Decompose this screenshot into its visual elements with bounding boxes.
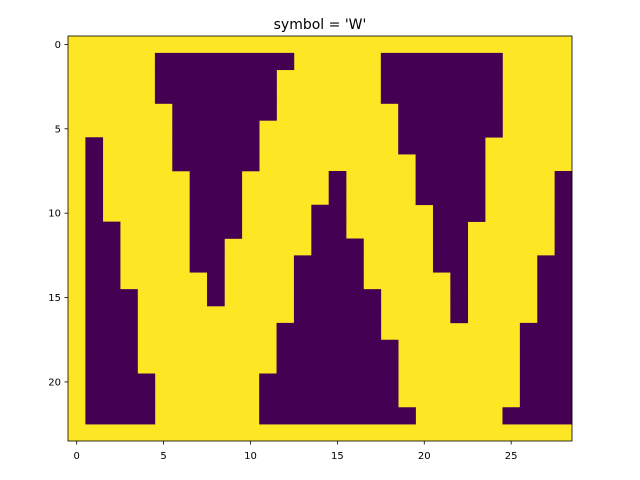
heatmap-cell-run [207,289,225,307]
heatmap-cell-run [85,137,104,155]
y-tick-label: 10 [48,209,61,220]
heatmap-cell-run [537,255,573,273]
heatmap-cell-run [554,204,573,222]
heatmap-cell-run [328,187,347,206]
heatmap-cell-run [85,373,156,391]
heatmap-cell-run [189,255,225,273]
heatmap-cell-run [259,373,399,391]
heatmap-cell-run [293,289,382,307]
heatmap-cell-run [85,339,138,357]
heatmap-cell-run [537,272,573,290]
chart-title: symbol = 'W' [274,17,367,33]
heatmap-cell-run [398,137,486,155]
heatmap-cell-run [85,171,104,189]
heatmap-cell-run [172,137,260,155]
heatmap-cell-run [554,171,573,189]
heatmap-cell-run [415,171,486,189]
heatmap-cell-run [85,356,138,374]
heatmap-cell-run [519,339,573,357]
heatmap-cell-run [85,204,104,222]
heatmap-cell-run [311,238,364,256]
heatmap-cell-run [85,255,121,273]
heatmap-cell-run [519,373,573,391]
heatmap-cell-run [398,103,503,121]
heatmap-cell-run [276,322,382,341]
y-tick-label: 5 [55,124,61,135]
x-tick-label: 15 [331,451,344,462]
y-tick-label: 20 [48,377,61,388]
heatmap-cell-run [537,289,573,307]
heatmap-cell-run [432,221,469,239]
y-tick-label: 0 [55,40,61,51]
heatmap-cell-run [554,221,573,239]
heatmap-cells [68,36,573,441]
heatmap-cell-run [189,221,243,239]
heatmap-cell-run [85,322,138,341]
heatmap-cell-run [432,204,486,222]
heatmap-cell-run [276,356,399,374]
heatmap-cell-run [189,187,243,206]
heatmap-cell-run [519,390,573,408]
heatmap-cell-run [85,306,138,324]
heatmap-cell-run [259,407,416,425]
x-tick-label: 0 [74,451,80,462]
heatmap-cell-run [189,204,243,222]
heatmap-cell-run [85,238,121,256]
heatmap-cell-run [189,238,225,256]
heatmap-cell-run [450,289,469,307]
heatmap-cell-run [85,221,121,239]
heatmap-cell-run [554,238,573,256]
heatmap-cell-run [189,171,243,189]
heatmap-cell-run [85,187,104,206]
heatmap-cell-run [85,154,104,172]
y-tick-label: 15 [48,293,61,304]
heatmap-cell-run [502,407,573,425]
heatmap-cell-run [276,339,399,357]
heatmap-cell-run [293,255,364,273]
heatmap-cell-run [172,103,277,121]
heatmap-cell-run [293,272,364,290]
x-tick-label: 10 [244,451,257,462]
heatmap-cell-run [432,255,469,273]
heatmap-cell-run [328,171,347,189]
heatmap-cell-run [85,272,121,290]
heatmap-cell-run [154,86,277,104]
heatmap-cell-run [398,120,503,138]
heatmap-cell-run [380,52,503,71]
heatmap-cell-run [293,306,382,324]
x-tick-label: 20 [418,451,431,462]
x-tick-label: 5 [160,451,166,462]
heatmap-cell-run [380,69,503,87]
heatmap-cell-run [554,187,573,206]
heatmap-cell-run [311,221,347,239]
heatmap-cell-run [519,322,573,341]
heatmap-cell-run [519,356,573,374]
x-tick-label: 25 [505,451,518,462]
heatmap-cell-run [380,86,503,104]
heatmap-cell-run [172,154,260,172]
heatmap-cell-run [85,407,156,425]
plot-frame [67,35,573,442]
heatmap-cell-run [85,390,156,408]
heatmap-cell-run [259,390,399,408]
heatmap-cell-run [207,272,225,290]
x-axis-ticks: 0 5 10 15 20 25 [74,441,518,462]
heatmap-cell-run [311,204,347,222]
heatmap-cell-run [450,272,469,290]
heatmap-cell-run [432,238,469,256]
heatmap-cell-run [85,289,138,307]
y-axis-ticks: 0 5 10 15 20 [48,40,68,388]
heatmap-cell-run [415,154,486,172]
heatmap-cell-run [450,306,469,324]
heatmap-cell-run [154,69,277,87]
heatmap-cell-run [154,52,295,71]
heatmap-cell-run [172,120,260,138]
heatmap-cell-run [537,306,573,324]
heatmap-cell-run [415,187,486,206]
